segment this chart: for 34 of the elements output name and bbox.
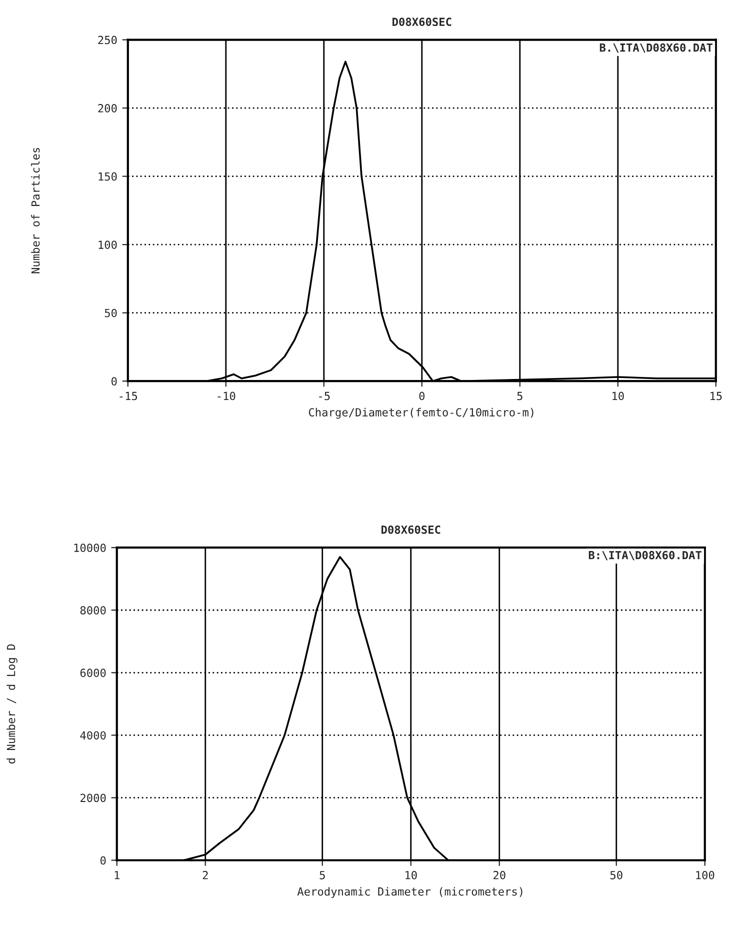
y-tick-label: 4000: [80, 731, 106, 740]
x-tick-label: 10: [406, 870, 417, 880]
x-tick-label: 20: [494, 870, 506, 880]
y-tick-label: 100: [98, 240, 117, 249]
x-tick-label: 5: [320, 871, 325, 880]
y-tick-label: 0: [112, 377, 117, 386]
y-tick-label: 8000: [80, 606, 106, 615]
y-axis-title: d Number / d Log D: [6, 644, 18, 764]
y-tick-label: 0: [100, 856, 106, 865]
y-tick-label: 150: [98, 172, 117, 181]
x-tick-label: 15: [710, 392, 722, 400]
x-axis-title: Aerodynamic Diameter (micrometers): [297, 887, 522, 898]
x-axis-title: Charge/Diameter(femto-C/10micro-m): [308, 408, 534, 419]
y-tick-label: 50: [104, 308, 117, 318]
x-tick-label: 5: [517, 392, 522, 400]
y-tick-label: 200: [98, 104, 117, 112]
x-tick-label: 1: [114, 871, 120, 880]
y-tick-label: 250: [98, 36, 117, 44]
x-tick-label: 100: [696, 870, 714, 880]
x-tick-label: 50: [610, 870, 622, 880]
y-axis-title: Number of Particles: [31, 148, 40, 274]
x-tick-label: 10: [612, 392, 624, 400]
chart-title: D08X60SEC: [382, 525, 440, 534]
annotation: B:\ITA\D08X60.DAT: [588, 550, 702, 560]
x-tick-label: -5: [319, 392, 330, 400]
y-tick-label: 10000: [74, 544, 106, 552]
annotation: B.\ITA\D08X60.DAT: [600, 43, 712, 53]
x-tick-label: -15: [120, 392, 138, 400]
y-tick-label: 2000: [80, 794, 106, 802]
x-tick-label: -10: [218, 392, 236, 400]
x-tick-label: 2: [202, 870, 208, 880]
chart-title: D08X60SEC: [392, 18, 452, 26]
y-tick-label: 6000: [80, 668, 106, 678]
x-tick-label: 0: [419, 392, 425, 400]
